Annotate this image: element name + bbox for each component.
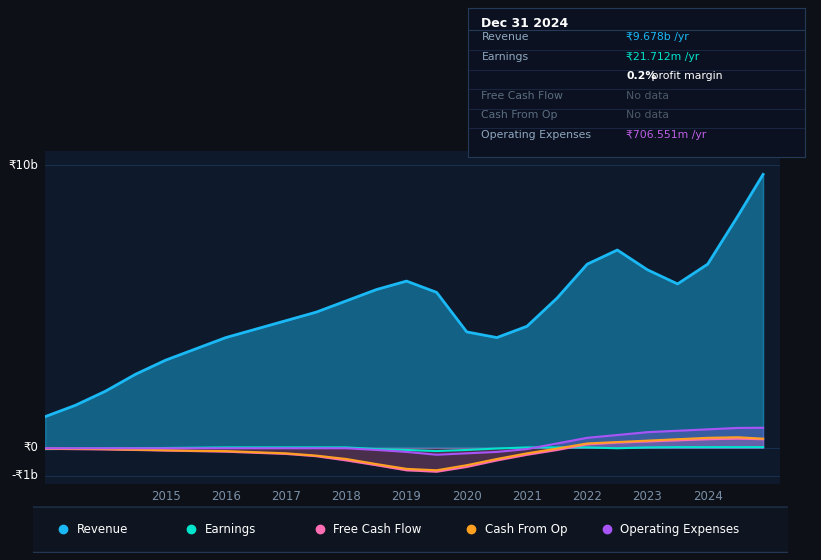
Text: ₹706.551m /yr: ₹706.551m /yr <box>626 130 706 140</box>
Text: No data: No data <box>626 91 669 101</box>
Text: ₹10b: ₹10b <box>8 159 39 172</box>
Text: -₹1b: -₹1b <box>11 469 39 482</box>
Text: Cash From Op: Cash From Op <box>484 522 567 536</box>
Text: profit margin: profit margin <box>648 71 722 81</box>
Text: ₹9.678b /yr: ₹9.678b /yr <box>626 32 689 42</box>
Text: 0.2%: 0.2% <box>626 71 657 81</box>
Text: Earnings: Earnings <box>205 522 256 536</box>
Text: Free Cash Flow: Free Cash Flow <box>333 522 422 536</box>
Text: Cash From Op: Cash From Op <box>481 110 558 120</box>
Text: No data: No data <box>626 110 669 120</box>
Text: Revenue: Revenue <box>76 522 128 536</box>
Text: ₹0: ₹0 <box>23 441 39 454</box>
Text: Revenue: Revenue <box>481 32 529 42</box>
FancyBboxPatch shape <box>25 507 796 552</box>
Text: Operating Expenses: Operating Expenses <box>621 522 740 536</box>
Text: Dec 31 2024: Dec 31 2024 <box>481 17 569 30</box>
Text: ₹21.712m /yr: ₹21.712m /yr <box>626 52 699 62</box>
Text: Earnings: Earnings <box>481 52 529 62</box>
Text: Operating Expenses: Operating Expenses <box>481 130 591 140</box>
Text: Free Cash Flow: Free Cash Flow <box>481 91 563 101</box>
